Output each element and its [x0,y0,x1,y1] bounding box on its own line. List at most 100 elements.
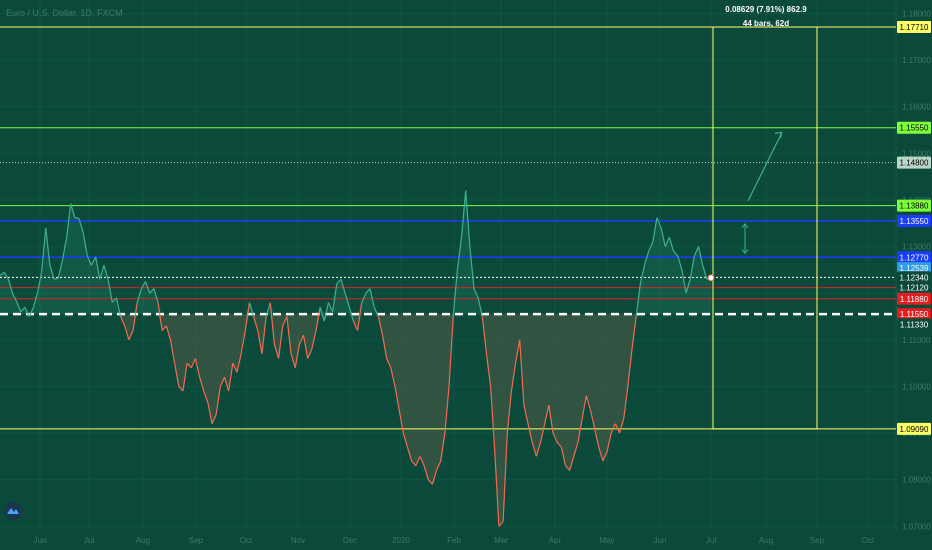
series-segment [348,307,354,322]
series-segment [36,272,43,294]
series-segment [365,288,371,294]
time-tick-label: Jul [84,536,94,545]
series-segment [277,325,284,359]
series-segment [286,316,292,354]
series-segment [311,330,317,350]
series-segment [136,288,142,303]
series-segment [257,330,263,354]
price-label-box [897,422,931,435]
series-segment [648,241,654,252]
series-segment [144,281,151,294]
series-segment [149,288,155,294]
price-label: 1.13550 [900,217,929,226]
series-segment [494,451,500,527]
projection-arrow [747,132,783,202]
series-segment [585,395,591,410]
series-segment [527,423,533,443]
time-tick-label: Feb [447,536,461,545]
price-label: 1.11330 [900,320,929,329]
time-tick-label: Apr [549,536,562,545]
series-segment [668,237,675,252]
time-tick-label: Nov [291,536,305,545]
series-segment [514,339,521,364]
series-segment [593,428,600,448]
series-segment [315,307,321,331]
series-segment [660,227,666,247]
series-segment [377,316,384,336]
price-series[interactable] [0,190,715,527]
series-segment [573,442,579,457]
series-segment [327,302,334,313]
time-tick-label: Oct [240,536,253,545]
measure-rectangle[interactable] [712,26,818,430]
series-segment [406,446,413,462]
series-segment [627,349,633,387]
series-segment [323,302,330,322]
price-label: 1.15550 [900,124,929,133]
series-segment [664,237,670,247]
price-tick-label: 1.16000 [902,103,931,112]
series-segment [373,306,379,317]
series-segment [190,358,196,369]
series-segment [623,386,629,420]
app-logo-icon[interactable] [4,502,22,520]
price-label-box [897,318,931,331]
range-arrow-heads [741,223,749,255]
series-segment [681,269,687,294]
price-label-box [897,292,931,305]
series-segment [444,386,450,434]
series-segment [702,265,708,280]
series-segment [95,256,101,280]
series-segment [0,271,5,276]
series-segment [340,279,346,294]
series-segment [132,302,138,331]
series-segment [548,404,554,434]
time-tick-label: 2020 [392,536,410,545]
series-segment [635,283,641,317]
time-tick-label: Jul [706,536,716,545]
series-segment [16,301,22,313]
series-segment [431,470,438,485]
time-tick-label: Sep [810,536,825,545]
price-tick-label: 1.08000 [902,476,931,485]
series-segment [460,190,467,238]
price-label-box [897,308,931,321]
series-segment [569,456,575,471]
series-segment [157,302,163,331]
series-segment [639,265,646,285]
above-baseline-fill [0,190,711,315]
series-segment [107,279,113,303]
series-segment [28,307,34,317]
series-segment [652,217,658,243]
series-segment [211,414,217,424]
series-segment [481,316,488,354]
price-label: 1.12770 [900,253,929,262]
series-segment [169,339,176,364]
series-segment [261,316,267,354]
price-label-box [897,214,931,227]
series-segment [215,386,221,415]
measure-bars-label: 44 bars, 62d [742,19,790,28]
price-tick-label: 1.13000 [902,243,931,252]
series-segment [519,339,525,406]
series-segment [689,255,695,280]
series-segment [381,335,388,359]
series-segment [398,409,404,434]
price-tick-label: 1.07000 [902,522,931,531]
plot-area[interactable] [0,0,896,530]
series-segment [103,265,109,280]
series-segment [61,238,68,261]
time-tick-label: Jun [34,536,47,545]
price-label-box [897,251,931,264]
series-segment [332,283,338,312]
series-segment [65,203,72,239]
last-price-dot[interactable] [707,274,715,282]
price-label-box [897,156,931,169]
series-segment [539,423,546,443]
series-segment [523,404,529,424]
series-segment [70,203,76,218]
series-segment [452,269,458,317]
measure-tool[interactable] [712,26,818,430]
